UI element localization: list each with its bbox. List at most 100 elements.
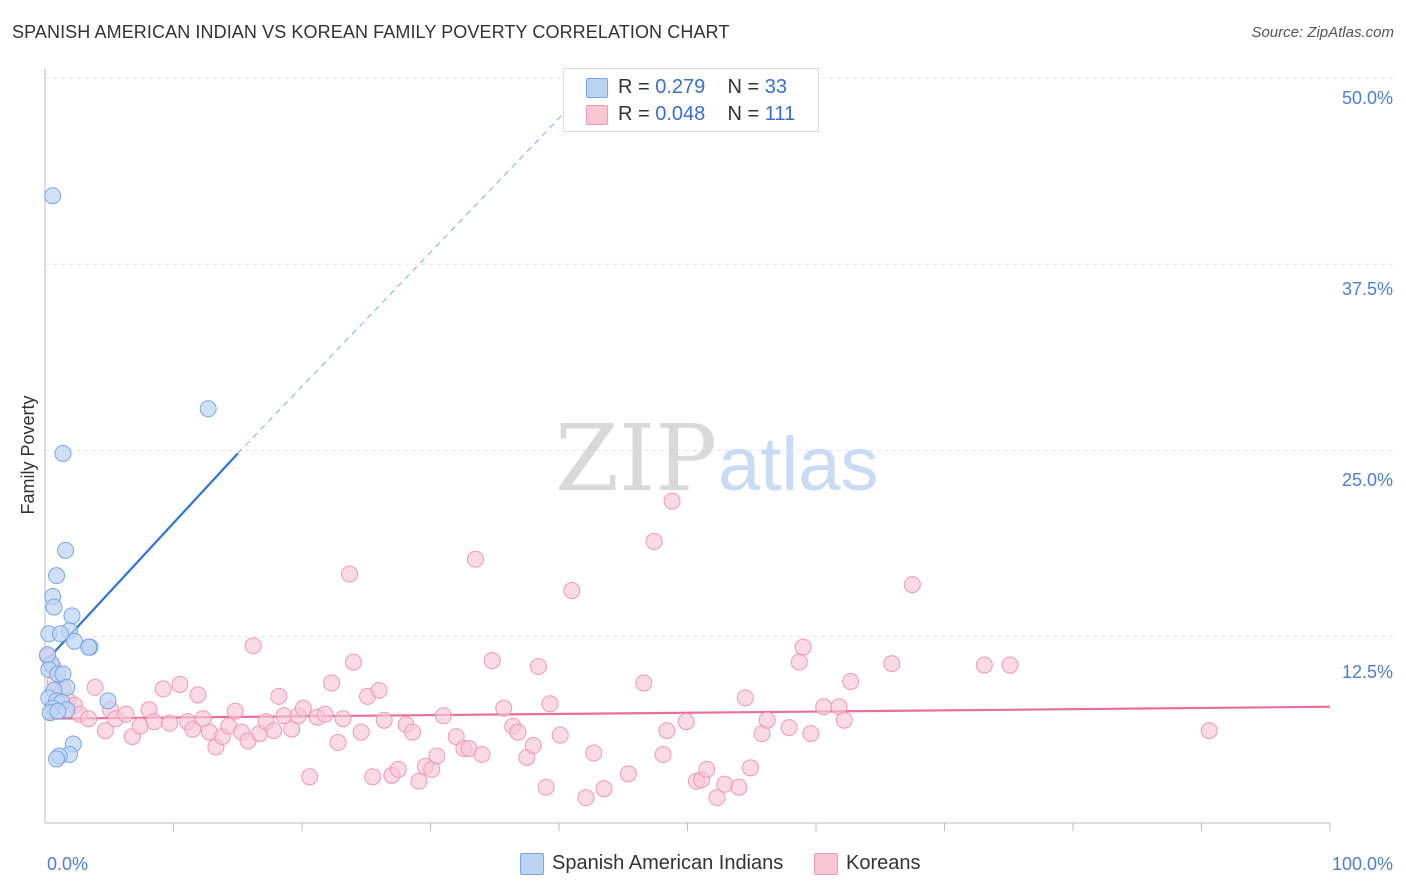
legend-r-label: R = xyxy=(618,103,650,125)
point-spanish-american-indian xyxy=(199,400,217,418)
point-korean xyxy=(341,565,359,583)
point-korean xyxy=(794,638,812,656)
point-korean xyxy=(790,653,808,671)
point-korean xyxy=(780,719,798,737)
point-korean xyxy=(1001,656,1019,674)
point-korean xyxy=(1200,722,1218,740)
point-korean xyxy=(226,702,244,720)
point-korean xyxy=(364,768,382,786)
point-korean xyxy=(189,686,207,704)
point-korean xyxy=(447,728,465,746)
point-spanish-american-indian xyxy=(99,692,117,710)
point-korean xyxy=(184,720,202,738)
point-korean xyxy=(244,637,262,655)
point-korean xyxy=(563,582,581,600)
point-korean xyxy=(316,705,334,723)
point-korean xyxy=(334,710,352,728)
point-spanish-american-indian xyxy=(44,187,62,205)
point-korean xyxy=(585,744,603,762)
point-korean xyxy=(716,775,734,793)
point-korean xyxy=(736,689,754,707)
bottom-legend-swatch-blue xyxy=(520,853,544,875)
point-korean xyxy=(301,768,319,786)
x-tick-label-0: 0.0% xyxy=(47,854,88,874)
point-korean xyxy=(802,725,820,743)
point-korean xyxy=(758,711,776,729)
bottom-legend-swatch-pink xyxy=(814,853,838,875)
point-korean xyxy=(698,760,716,778)
point-korean xyxy=(645,532,663,550)
point-korean xyxy=(708,789,726,807)
legend-r-value: 0.279 xyxy=(655,76,706,98)
legend-n-value: 33 xyxy=(764,76,788,98)
point-korean xyxy=(434,707,452,725)
point-korean xyxy=(524,737,542,755)
point-korean xyxy=(80,710,98,728)
point-korean xyxy=(677,713,695,731)
point-korean xyxy=(161,714,179,732)
point-korean xyxy=(495,699,513,717)
point-korean xyxy=(389,760,407,778)
point-spanish-american-indian xyxy=(63,607,81,625)
point-spanish-american-indian xyxy=(80,638,98,656)
point-korean xyxy=(537,778,555,796)
point-korean xyxy=(145,713,163,731)
point-korean xyxy=(658,722,676,740)
watermark: ZIP atlas xyxy=(555,405,879,512)
watermark-zip: ZIP xyxy=(555,405,717,512)
legend-n-label: N = xyxy=(727,103,760,125)
point-korean xyxy=(541,695,559,713)
point-korean xyxy=(654,745,672,763)
point-korean xyxy=(835,711,853,729)
point-spanish-american-indian xyxy=(51,625,69,643)
stats-legend: R = 0.279 N = 33 R = 0.048 N = 111 xyxy=(563,68,819,132)
point-korean xyxy=(635,674,653,692)
y-tick-label-50: 50.0% xyxy=(1342,88,1393,108)
y-tick-label-12-5: 12.5% xyxy=(1342,662,1393,682)
point-korean xyxy=(509,723,527,741)
point-korean xyxy=(86,678,104,696)
source-label: Source: ZipAtlas.com xyxy=(1251,24,1394,41)
point-korean xyxy=(883,655,901,673)
point-korean xyxy=(410,772,428,790)
point-korean xyxy=(270,687,288,705)
point-spanish-american-indian xyxy=(49,702,67,720)
point-korean xyxy=(551,726,569,744)
point-korean xyxy=(483,652,501,670)
chart-title: SPANISH AMERICAN INDIAN VS KOREAN FAMILY… xyxy=(12,22,730,42)
legend-r-value: 0.048 xyxy=(655,103,706,125)
point-korean xyxy=(428,747,446,765)
point-spanish-american-indian xyxy=(57,541,75,559)
bottom-legend-label: Koreans xyxy=(846,852,921,874)
point-korean xyxy=(577,789,595,807)
legend-swatch-pink xyxy=(586,105,608,125)
point-korean xyxy=(329,734,347,752)
point-korean xyxy=(619,765,637,783)
point-spanish-american-indian xyxy=(48,750,66,768)
data-points xyxy=(39,187,1218,807)
y-tick-label-37-5: 37.5% xyxy=(1342,279,1393,299)
point-korean xyxy=(730,778,748,796)
point-korean xyxy=(344,653,362,671)
point-korean xyxy=(975,656,993,674)
legend-n-label: N = xyxy=(727,76,760,98)
x-tick-label-1: 100.0% xyxy=(1332,854,1393,874)
point-korean xyxy=(171,675,189,693)
bottom-legend-label: Spanish American Indians xyxy=(552,852,784,874)
point-korean xyxy=(352,723,370,741)
point-korean xyxy=(466,550,484,568)
point-korean xyxy=(117,705,135,723)
point-korean xyxy=(815,698,833,716)
point-korean xyxy=(741,759,759,777)
point-korean xyxy=(294,699,312,717)
point-korean xyxy=(370,681,388,699)
point-korean xyxy=(529,658,547,676)
point-korean xyxy=(96,722,114,740)
grid-lines xyxy=(45,77,1393,638)
point-spanish-american-indian xyxy=(45,598,63,616)
point-korean xyxy=(323,674,341,692)
point-spanish-american-indian xyxy=(39,646,57,664)
y-axis-label: Family Poverty xyxy=(18,395,38,514)
point-korean xyxy=(903,576,921,594)
